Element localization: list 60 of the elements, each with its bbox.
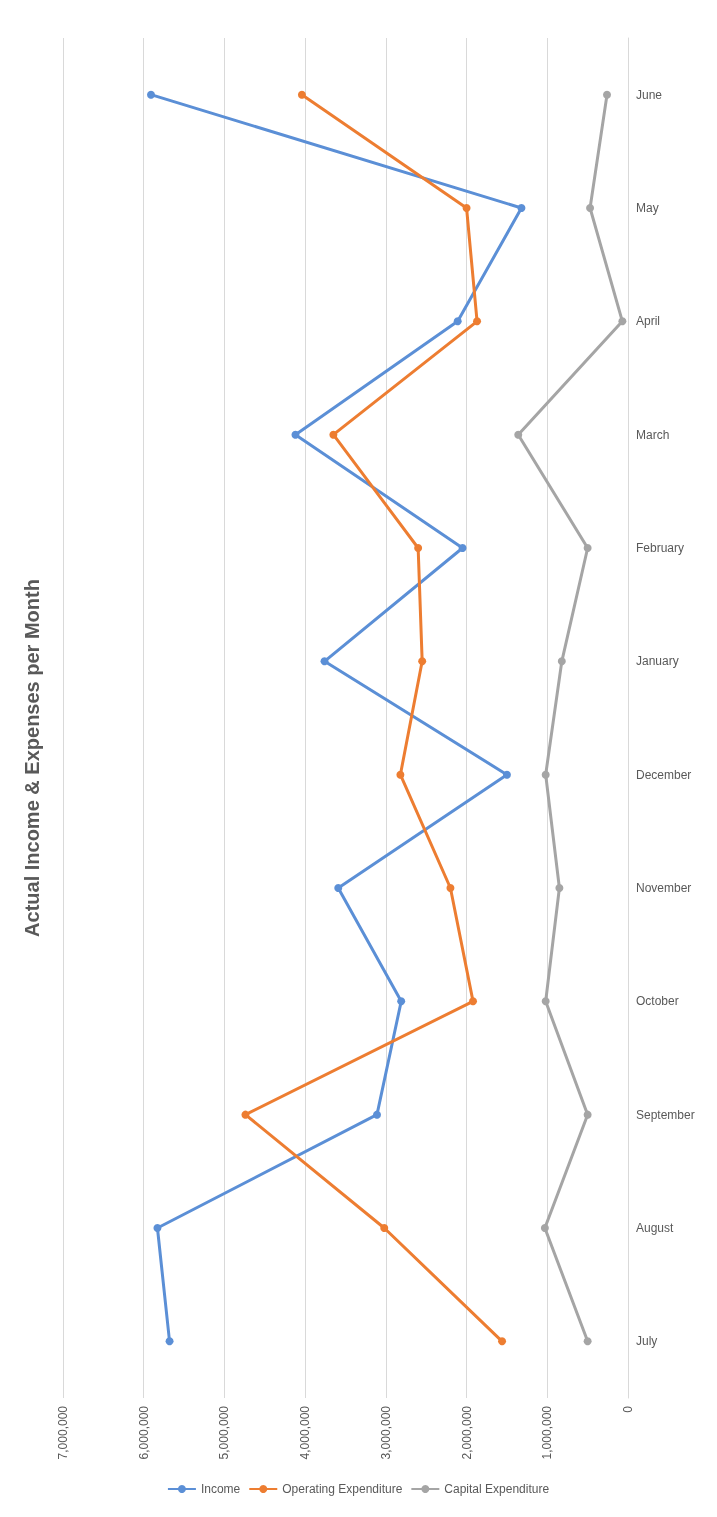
point bbox=[414, 544, 423, 552]
point bbox=[517, 204, 526, 212]
legend-label: Income bbox=[200, 1482, 241, 1496]
point bbox=[603, 90, 612, 99]
point bbox=[473, 317, 482, 326]
x-tick-label: 6,000,000 bbox=[136, 1405, 151, 1460]
y-tick-label: May bbox=[636, 201, 659, 215]
point bbox=[583, 1110, 592, 1119]
y-tick-label: October bbox=[636, 994, 679, 1009]
point bbox=[586, 204, 595, 212]
point bbox=[396, 770, 405, 779]
x-tick-label: 5,000,000 bbox=[217, 1405, 232, 1460]
point bbox=[498, 1337, 507, 1346]
y-tick-label: January bbox=[636, 654, 679, 669]
point bbox=[583, 1337, 592, 1346]
point bbox=[320, 657, 329, 666]
y-tick-label: April bbox=[636, 314, 661, 329]
point bbox=[541, 997, 550, 1006]
point bbox=[541, 770, 550, 779]
x-tick-label: 7,000,000 bbox=[56, 1405, 70, 1460]
point bbox=[380, 1224, 389, 1232]
x-tick-label: 4,000,000 bbox=[298, 1405, 313, 1460]
point bbox=[297, 90, 306, 99]
legend-label: Operating Expenditure bbox=[282, 1482, 403, 1496]
y-tick-label: December bbox=[636, 767, 692, 782]
point bbox=[618, 317, 627, 326]
point bbox=[462, 204, 471, 212]
y-tick-label: July bbox=[636, 1334, 658, 1349]
point bbox=[291, 430, 300, 439]
point bbox=[502, 770, 511, 779]
point bbox=[153, 1224, 162, 1232]
point bbox=[514, 430, 523, 439]
point bbox=[418, 657, 427, 666]
y-tick-label: February bbox=[636, 541, 685, 555]
point bbox=[146, 90, 155, 99]
point bbox=[555, 884, 564, 892]
point bbox=[453, 317, 462, 326]
point bbox=[372, 1110, 381, 1119]
point bbox=[540, 1224, 549, 1232]
y-tick-label: June bbox=[636, 87, 663, 102]
point bbox=[397, 997, 406, 1006]
x-tick-label: 2,000,000 bbox=[459, 1405, 474, 1460]
point bbox=[557, 657, 566, 666]
point bbox=[334, 884, 343, 892]
x-tick-label: 1,000,000 bbox=[540, 1405, 555, 1460]
point bbox=[329, 430, 338, 439]
point bbox=[469, 997, 478, 1006]
point bbox=[241, 1110, 250, 1119]
legend-label: Capital Expenditure bbox=[444, 1482, 550, 1496]
point bbox=[583, 544, 592, 552]
y-tick-label: March bbox=[636, 427, 670, 442]
y-tick-label: August bbox=[636, 1221, 675, 1235]
text: Actual Income & Expenses per Month bbox=[21, 579, 43, 937]
point bbox=[165, 1337, 174, 1346]
point bbox=[446, 884, 455, 892]
y-tick-label: November bbox=[636, 881, 692, 895]
point bbox=[458, 544, 467, 552]
x-tick-label: 0 bbox=[621, 1405, 635, 1413]
x-tick-label: 3,000,000 bbox=[378, 1405, 393, 1460]
y-tick-label: September bbox=[636, 1107, 695, 1122]
